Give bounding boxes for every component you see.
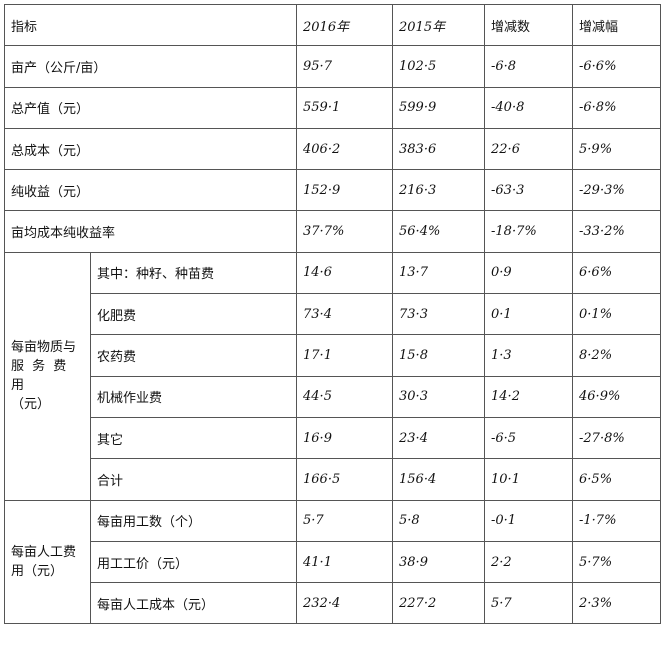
row-label: 每亩人工成本（元） (89, 582, 298, 625)
row-label: 用工工价（元） (89, 540, 298, 584)
header-2015: 2015年 (392, 3, 486, 47)
value-change: -6·5 (484, 416, 574, 460)
value-pct: 6·6% (572, 251, 662, 295)
value-2015: 216·3 (392, 169, 486, 212)
value-2015: 156·4 (392, 458, 486, 501)
value-pct: -6·6% (572, 45, 662, 88)
row-label: 总产值（元） (3, 86, 298, 129)
value-pct: -29·3% (572, 169, 662, 212)
value-change: 2·2 (484, 540, 574, 584)
value-2016: 5·7 (296, 499, 394, 542)
value-change: -0·1 (484, 499, 574, 542)
value-2015: 599·9 (392, 86, 486, 129)
table-row: 化肥费 73·4 73·3 0·1 0·1% (5, 293, 662, 336)
table-row: 每亩人工成本（元） 232·4 227·2 5·7 2·3% (5, 582, 662, 625)
value-pct: 2·3% (572, 582, 662, 625)
value-2016: 559·1 (296, 86, 394, 129)
value-pct: -1·7% (572, 499, 662, 542)
value-2016: 16·9 (296, 416, 394, 460)
value-change: -18·7% (484, 210, 574, 253)
value-pct: 6·5% (572, 458, 662, 501)
group-label-line: 服 务 费 用 (11, 359, 69, 394)
row-label: 化肥费 (89, 293, 298, 336)
table-row: 机械作业费 44·5 30·3 14·2 46·9% (5, 375, 662, 418)
value-2016: 73·4 (296, 293, 394, 336)
value-2016: 406·2 (296, 127, 394, 171)
header-change: 增减数 (484, 3, 574, 47)
value-2015: 38·9 (392, 540, 486, 584)
value-pct: -6·8% (572, 86, 662, 129)
value-change: 10·1 (484, 458, 574, 501)
header-2016: 2016年 (296, 3, 394, 47)
value-change: -6·8 (484, 45, 574, 88)
value-pct: -27·8% (572, 416, 662, 460)
value-2016: 44·5 (296, 375, 394, 418)
group-label-line: 每亩人工费 (11, 545, 77, 560)
value-2015: 227·2 (392, 582, 486, 625)
header-pct: 增减幅 (572, 3, 662, 47)
value-2015: 5·8 (392, 499, 486, 542)
row-label: 亩产（公斤/亩） (3, 45, 298, 88)
value-2015: 56·4% (392, 210, 486, 253)
table-row: 亩均成本纯收益率 37·7% 56·4% -18·7% -33·2% (3, 210, 662, 253)
group-label-line: （元） (11, 397, 51, 413)
value-2016: 41·1 (296, 540, 394, 584)
row-label: 其它 (89, 416, 298, 460)
value-change: 22·6 (484, 127, 574, 171)
value-change: 5·7 (484, 582, 574, 625)
value-pct: 5·9% (572, 127, 662, 171)
value-pct: -33·2% (572, 210, 662, 253)
table-row: 农药费 17·1 15·8 1·3 8·2% (5, 334, 662, 377)
table-row: 每亩人工费 用（元） 每亩用工数（个） 5·7 5·8 -0·1 -1·7% (4, 499, 662, 625)
value-change: 0·1 (484, 293, 574, 336)
group-label-material: 每亩物质与 服 务 费 用 （元） (4, 251, 91, 501)
value-pct: 8·2% (572, 334, 662, 377)
value-2015: 13·7 (392, 251, 486, 295)
value-2016: 166·5 (296, 458, 394, 501)
value-2015: 102·5 (392, 45, 486, 88)
statistics-table: 指标 2016年 2015年 增减数 增减幅 亩产（公斤/亩） 95·7 102… (3, 3, 662, 625)
value-2016: 232·4 (296, 582, 394, 625)
group-label-labor: 每亩人工费 用（元） (4, 499, 91, 625)
value-pct: 0·1% (572, 293, 662, 336)
value-2016: 37·7% (296, 210, 394, 253)
value-2015: 73·3 (392, 293, 486, 336)
row-label: 每亩用工数（个） (89, 499, 298, 542)
row-label: 总成本（元） (3, 127, 298, 171)
row-label: 农药费 (89, 334, 298, 377)
value-pct: 5·7% (572, 540, 662, 584)
value-2015: 383·6 (392, 127, 486, 171)
value-change: -63·3 (484, 169, 574, 212)
value-change: 14·2 (484, 375, 574, 418)
row-label: 合计 (89, 458, 298, 501)
row-label: 亩均成本纯收益率 (3, 210, 298, 253)
value-2015: 23·4 (392, 416, 486, 460)
table-row: 总成本（元） 406·2 383·6 22·6 5·9% (3, 127, 662, 171)
value-change: 1·3 (484, 334, 574, 377)
value-change: -40·8 (484, 86, 574, 129)
table-row: 合计 166·5 156·4 10·1 6·5% (5, 458, 662, 501)
value-2016: 95·7 (296, 45, 394, 88)
table-row: 纯收益（元） 152·9 216·3 -63·3 -29·3% (3, 169, 662, 212)
value-2015: 30·3 (392, 375, 486, 418)
row-label: 机械作业费 (89, 375, 298, 418)
value-2016: 14·6 (296, 251, 394, 295)
value-change: 0·9 (484, 251, 574, 295)
row-label: 其中：种籽、种苗费 (89, 251, 298, 295)
table-row: 总产值（元） 559·1 599·9 -40·8 -6·8% (3, 86, 662, 129)
table-row: 每亩物质与 服 务 费 用 （元） 其中：种籽、种苗费 14·6 13·7 0·… (4, 251, 662, 501)
table-row: 其它 16·9 23·4 -6·5 -27·8% (5, 416, 662, 460)
group-label-line: 每亩物质与 (11, 340, 77, 356)
group-label-line: 用（元） (11, 564, 64, 579)
value-pct: 46·9% (572, 375, 662, 418)
header-indicator: 指标 (3, 3, 298, 47)
table-row: 用工工价（元） 41·1 38·9 2·2 5·7% (5, 540, 662, 584)
row-label: 纯收益（元） (3, 169, 298, 212)
table-row: 亩产（公斤/亩） 95·7 102·5 -6·8 -6·6% (3, 45, 662, 88)
value-2016: 152·9 (296, 169, 394, 212)
value-2015: 15·8 (392, 334, 486, 377)
value-2016: 17·1 (296, 334, 394, 377)
table-header-row: 指标 2016年 2015年 增减数 增减幅 (3, 3, 662, 47)
